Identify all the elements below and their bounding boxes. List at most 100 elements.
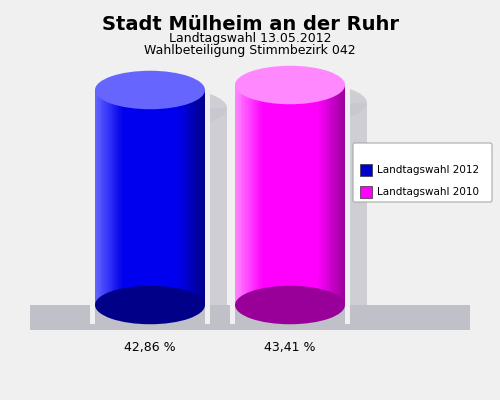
Bar [242, 85, 244, 305]
Bar [136, 90, 137, 305]
Bar [298, 85, 299, 305]
Bar [190, 90, 192, 305]
Bar [183, 90, 185, 305]
Bar [246, 85, 248, 305]
Bar [148, 90, 150, 305]
Ellipse shape [117, 89, 227, 127]
Bar [205, 71, 210, 324]
Bar [114, 90, 115, 305]
Bar [124, 90, 126, 305]
Bar [360, 186, 372, 198]
Bar [328, 85, 330, 305]
Bar [166, 90, 168, 305]
Bar [134, 90, 136, 305]
Bar [130, 90, 132, 305]
Bar [248, 85, 250, 305]
Bar [238, 85, 240, 305]
Bar [272, 85, 274, 305]
Bar [312, 85, 314, 305]
Bar [240, 85, 242, 305]
Bar [301, 85, 303, 305]
Bar [264, 85, 266, 305]
Bar [95, 90, 97, 305]
Bar [154, 90, 156, 305]
Bar [161, 90, 163, 305]
Bar [122, 90, 124, 305]
Polygon shape [117, 108, 227, 323]
Bar [320, 85, 321, 305]
Bar [230, 66, 235, 324]
Text: Landtagswahl 13.05.2012: Landtagswahl 13.05.2012 [169, 32, 331, 45]
Bar [259, 85, 260, 305]
Bar [266, 85, 268, 305]
Bar [186, 90, 188, 305]
Ellipse shape [95, 71, 205, 109]
Bar [185, 90, 186, 305]
Bar [203, 90, 205, 305]
Bar [310, 85, 312, 305]
Bar [98, 90, 100, 305]
Text: Wahlbeteiligung Stimmbezirk 042: Wahlbeteiligung Stimmbezirk 042 [144, 44, 356, 57]
Bar [270, 85, 272, 305]
FancyBboxPatch shape [353, 143, 492, 202]
Bar [281, 85, 282, 305]
Polygon shape [257, 103, 367, 323]
Ellipse shape [257, 84, 367, 122]
Bar [104, 90, 106, 305]
Bar [292, 85, 294, 305]
Bar [168, 90, 170, 305]
Bar [97, 90, 98, 305]
Bar [180, 90, 181, 305]
Bar [342, 85, 343, 305]
Bar [296, 85, 298, 305]
Bar [277, 85, 279, 305]
Text: Landtagswahl 2010: Landtagswahl 2010 [377, 187, 479, 197]
Ellipse shape [95, 286, 205, 324]
Bar [237, 85, 238, 305]
Ellipse shape [254, 74, 315, 96]
Bar [196, 90, 198, 305]
Bar [108, 90, 110, 305]
Ellipse shape [257, 304, 367, 342]
Ellipse shape [235, 286, 345, 324]
Bar [316, 85, 318, 305]
Bar [176, 90, 178, 305]
Bar [260, 85, 262, 305]
Bar [137, 90, 139, 305]
Bar [345, 66, 350, 324]
Bar [250, 85, 252, 305]
Bar [321, 85, 323, 305]
Bar [146, 90, 148, 305]
Bar [172, 90, 174, 305]
Bar [286, 85, 288, 305]
Ellipse shape [117, 304, 227, 342]
Bar [178, 90, 180, 305]
Bar [330, 85, 332, 305]
Bar [360, 164, 372, 176]
Bar [268, 85, 270, 305]
Bar [164, 90, 166, 305]
Text: 43,41 %: 43,41 % [264, 342, 316, 354]
Bar [326, 85, 328, 305]
Bar [343, 85, 345, 305]
Bar [170, 90, 172, 305]
Bar [255, 85, 257, 305]
Bar [306, 85, 308, 305]
Bar [244, 85, 246, 305]
Bar [304, 85, 306, 305]
Bar [192, 90, 194, 305]
Bar [128, 90, 130, 305]
Text: Stadt Mülheim an der Ruhr: Stadt Mülheim an der Ruhr [102, 15, 399, 34]
Ellipse shape [114, 80, 175, 100]
Bar [290, 85, 292, 305]
Bar [274, 85, 276, 305]
Bar [279, 85, 281, 305]
Bar [115, 90, 117, 305]
Bar [340, 85, 342, 305]
Bar [181, 90, 183, 305]
Bar [126, 90, 128, 305]
Bar [252, 85, 254, 305]
Bar [308, 85, 310, 305]
Bar [303, 85, 304, 305]
Bar [288, 85, 290, 305]
